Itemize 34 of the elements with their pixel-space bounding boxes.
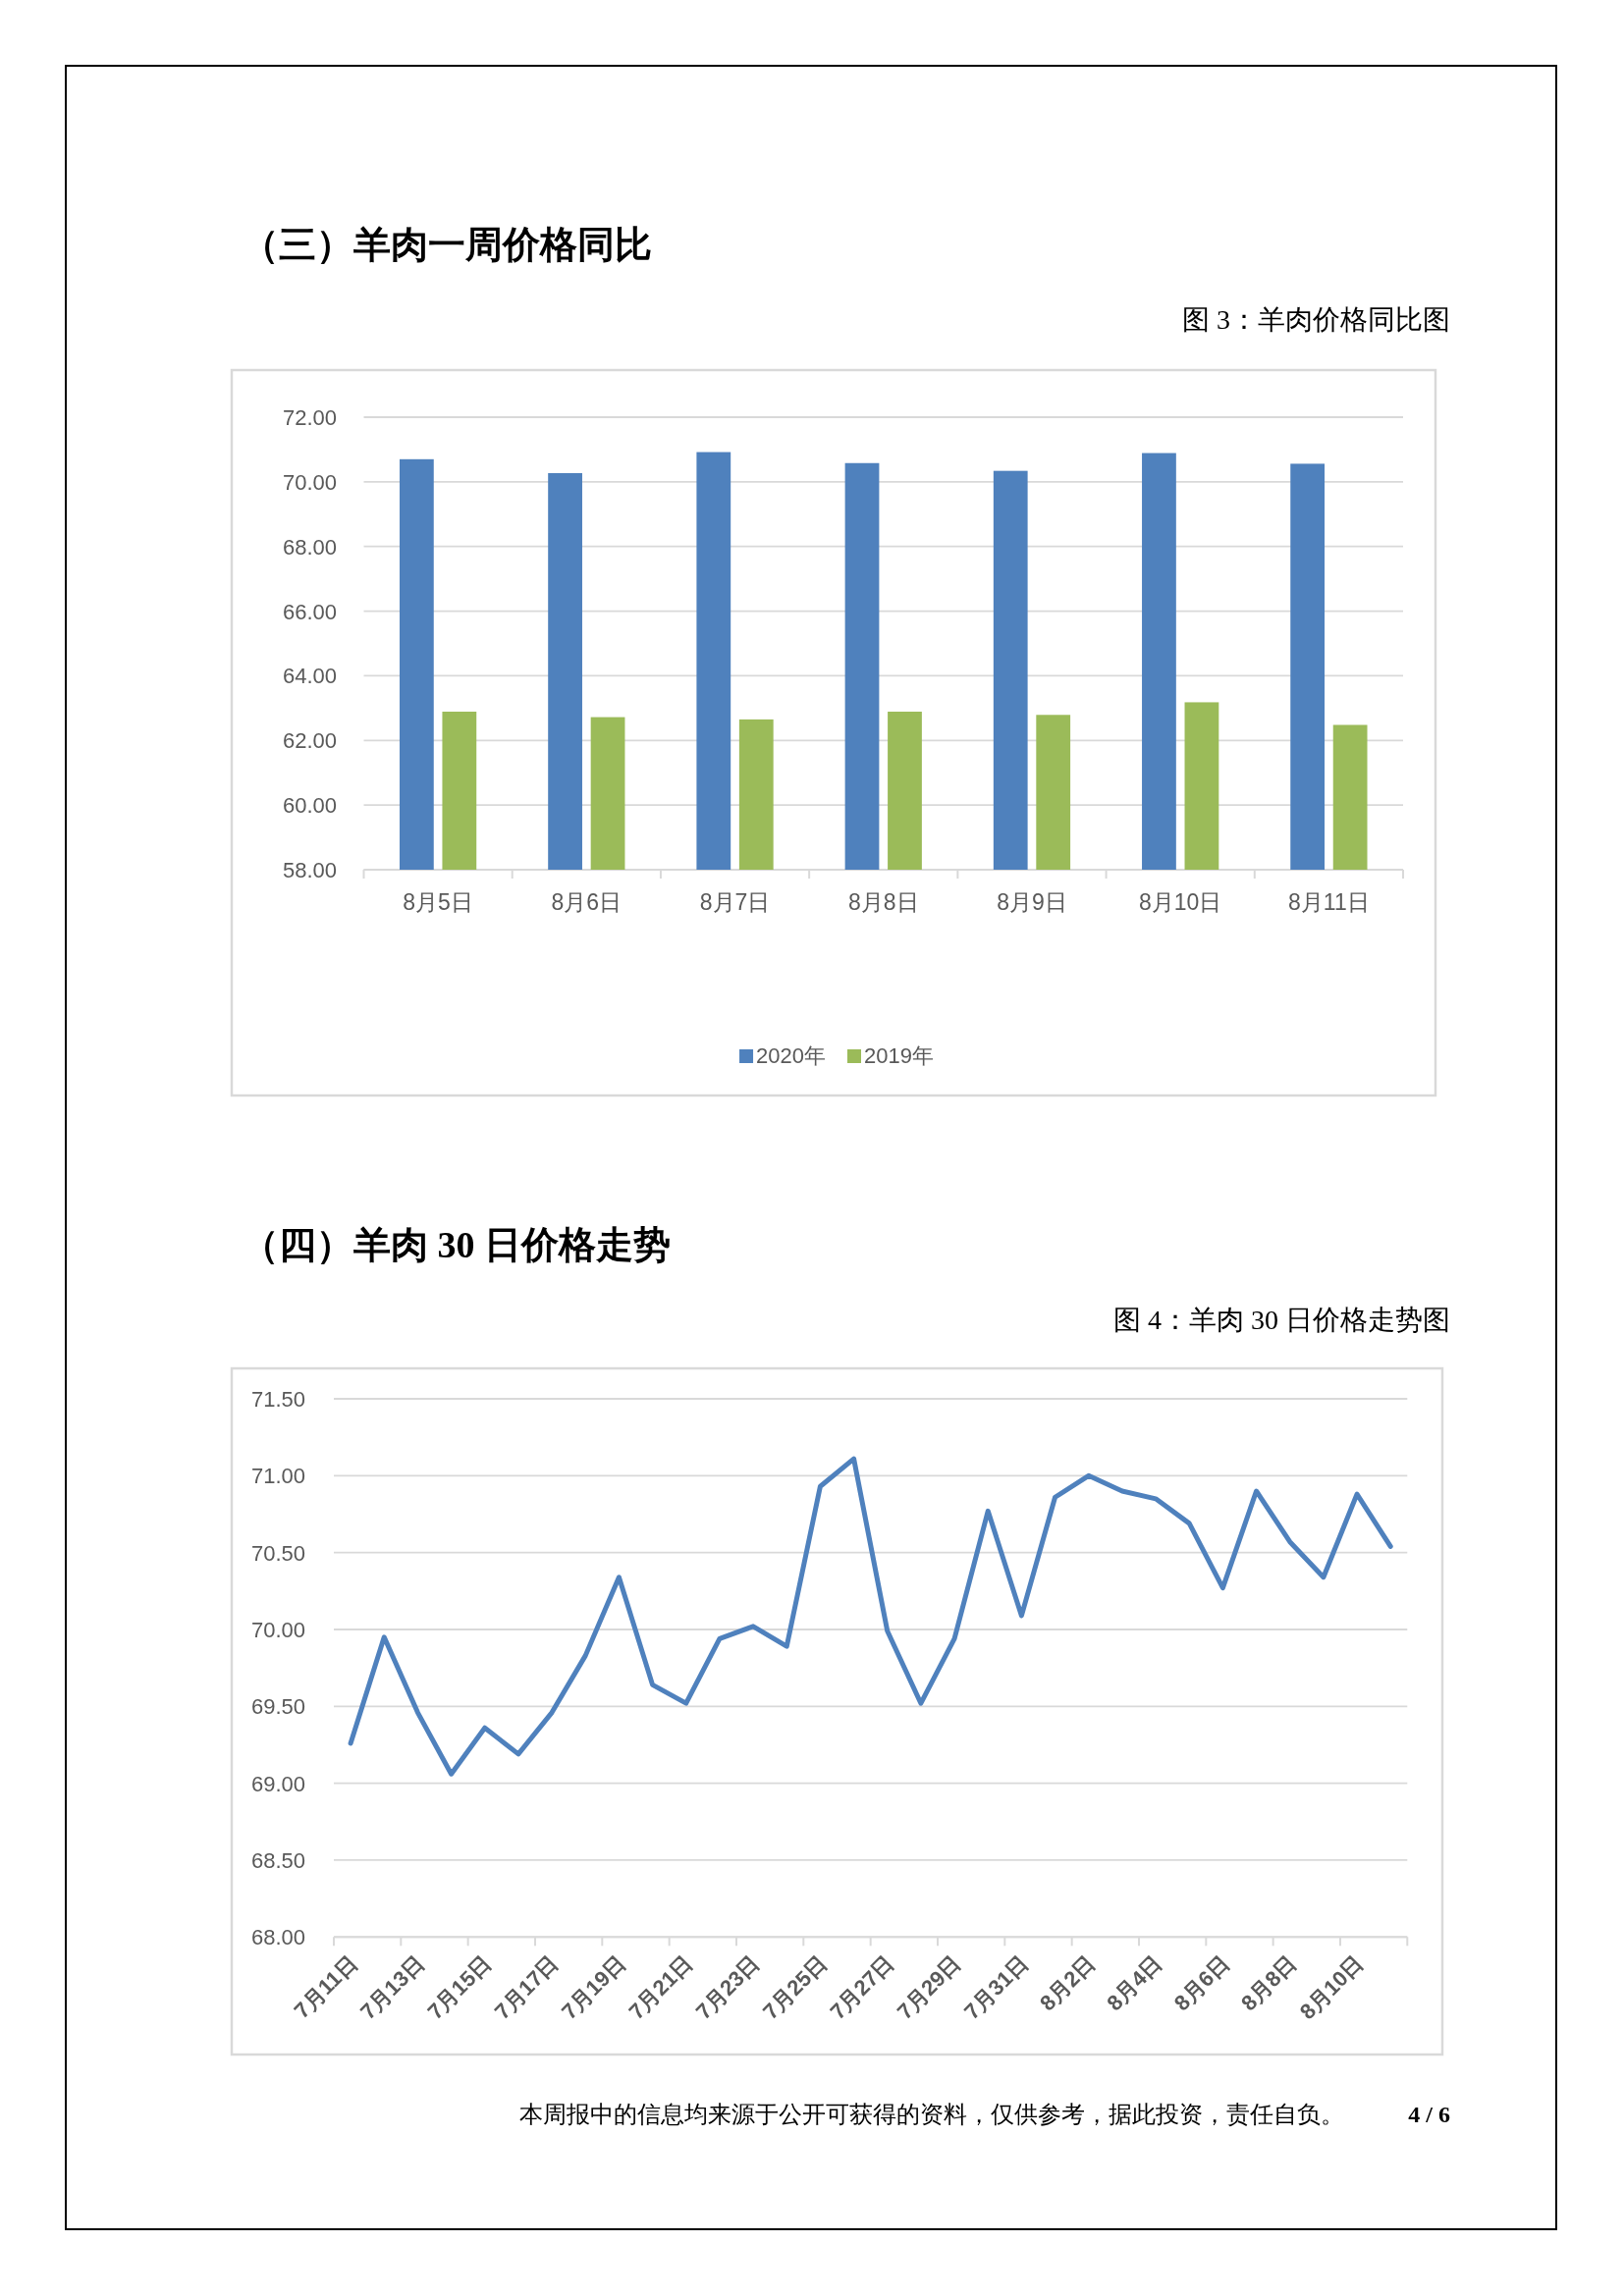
x-tick-label: 8月5日: [403, 889, 473, 915]
y-tick-label: 60.00: [282, 793, 337, 819]
x-tick-label: 8月2日: [1035, 1950, 1101, 2016]
text: 本周报中的信息均来源于公开可获得的资料，仅供参考，据此投资，责任自负。: [519, 2102, 1344, 2127]
y-tick-label: 66.00: [282, 599, 337, 624]
x-tick-label: 8月6日: [551, 889, 623, 915]
y-tick-label: 72.00: [282, 405, 337, 430]
chart-subtitle: 图 4：羊肉 30 日价格走势图: [1113, 1305, 1450, 1335]
x-tick-label: 8月4日: [1102, 1950, 1167, 2016]
y-tick-label: 71.50: [250, 1387, 305, 1412]
y-tick-label: 70.50: [250, 1540, 305, 1566]
y-tick-label: 68.00: [250, 1925, 305, 1950]
y-tick-label: 58.00: [282, 858, 337, 882]
x-tick-label: 8月11日: [1288, 889, 1370, 915]
y-tick-label: 69.00: [250, 1771, 305, 1796]
y-tick-label: 71.00: [250, 1464, 305, 1489]
x-tick-label: 8月7日: [699, 889, 771, 915]
y-tick-label: 69.50: [250, 1694, 305, 1720]
chart-title: （三）羊肉一周价格同比: [242, 224, 652, 265]
legend-label: 2020年: [756, 1043, 826, 1068]
y-tick-label: 70.00: [282, 469, 337, 495]
y-tick-label: 64.00: [282, 664, 337, 689]
y-tick-label: 70.00: [250, 1617, 305, 1642]
y-tick-label: 62.00: [282, 728, 337, 754]
chart-title: （四）羊肉 30 日价格走势: [242, 1224, 671, 1265]
x-tick-label: 8月9日: [997, 889, 1067, 915]
y-tick-label: 68.50: [250, 1847, 305, 1873]
x-tick-label: 8月10日: [1138, 889, 1222, 915]
text: 4 / 6: [1408, 2102, 1450, 2127]
x-tick-label: 8月6日: [1168, 1950, 1234, 2016]
x-tick-label: 8月8日: [847, 889, 919, 915]
y-tick-label: 68.00: [282, 534, 337, 560]
chart-subtitle: 图 3：羊肉价格同比图: [1182, 304, 1450, 335]
legend-label: 2019年: [864, 1043, 934, 1068]
